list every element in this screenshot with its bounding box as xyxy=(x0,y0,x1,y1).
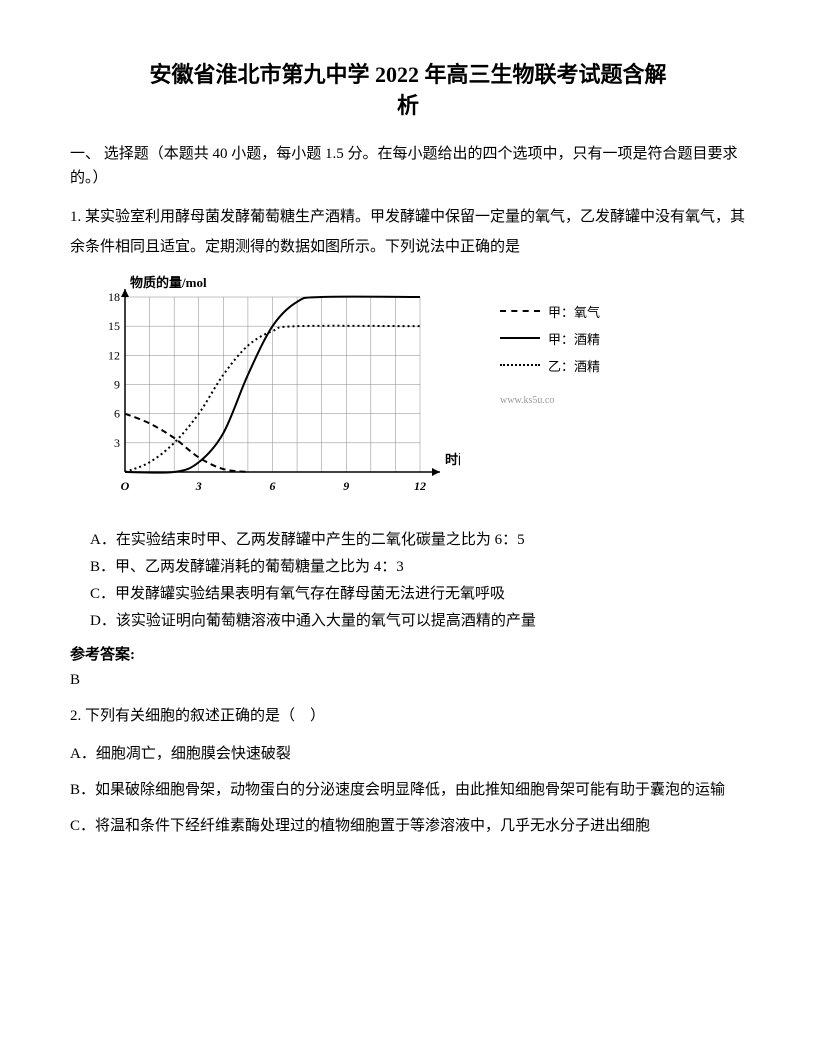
q1-answer-label: 参考答案: xyxy=(70,643,746,664)
svg-text:18: 18 xyxy=(108,290,120,304)
q2-text: 2. 下列有关细胞的叙述正确的是（ ） xyxy=(70,701,746,731)
legend-jia-oxygen: 甲：氧气 xyxy=(500,302,600,321)
svg-text:时间/h: 时间/h xyxy=(445,452,460,467)
q2-option-a: A．细胞凋亡，细胞膜会快速破裂 xyxy=(70,739,746,769)
q2-option-b: B．如果破除细胞骨架，动物蛋白的分泌速度会明显降低，由此推知细胞骨架可能有助于囊… xyxy=(70,775,746,805)
q1-options: A．在实验结束时甲、乙两发酵罐中产生的二氧化碳量之比为 6：5 B．甲、乙两发酵… xyxy=(90,527,746,635)
svg-text:6: 6 xyxy=(114,406,120,420)
section-header: 一、 选择题（本题共 40 小题，每小题 1.5 分。在每小题给出的四个选项中，… xyxy=(70,142,746,190)
svg-text:12: 12 xyxy=(414,479,426,493)
svg-text:3: 3 xyxy=(114,435,120,449)
q1-option-a: A．在实验结束时甲、乙两发酵罐中产生的二氧化碳量之比为 6：5 xyxy=(90,527,746,554)
q1-option-c: C．甲发酵罐实验结果表明有氧气存在酵母菌无法进行无氧呼吸 xyxy=(90,581,746,608)
q1-answer: B xyxy=(70,672,746,689)
svg-text:O: O xyxy=(121,479,130,493)
legend-line-dotted xyxy=(500,364,540,366)
q1-option-b: B．甲、乙两发酵罐消耗的葡萄糖量之比为 4：3 xyxy=(90,554,746,581)
svg-text:物质的量/mol: 物质的量/mol xyxy=(130,275,207,290)
document-title: 安徽省淮北市第九中学 2022 年高三生物联考试题含解 析 xyxy=(70,60,746,122)
legend-line-dashed xyxy=(500,310,540,312)
watermark: www.ks5u.co xyxy=(500,395,600,406)
title-line-1: 安徽省淮北市第九中学 2022 年高三生物联考试题含解 xyxy=(70,60,746,91)
legend-line-solid xyxy=(500,337,540,339)
legend-label-jia-alcohol: 甲：酒精 xyxy=(548,329,600,348)
q2-option-c: C．将温和条件下经纤维素酶处理过的植物细胞置于等渗溶液中，几乎无水分子进出细胞 xyxy=(70,811,746,841)
svg-text:9: 9 xyxy=(343,479,349,493)
svg-text:12: 12 xyxy=(108,348,120,362)
chart-legend: 甲：氧气 甲：酒精 乙：酒精 www.ks5u.co xyxy=(500,302,600,406)
legend-label-jia-oxygen: 甲：氧气 xyxy=(548,302,600,321)
svg-text:3: 3 xyxy=(195,479,202,493)
chart-svg: 物质的量/mol 3 6 9 12 15 18 O 3 6 9 12 时间/h xyxy=(90,272,460,522)
legend-jia-alcohol: 甲：酒精 xyxy=(500,329,600,348)
svg-text:15: 15 xyxy=(108,319,120,333)
title-line-2: 析 xyxy=(70,91,746,122)
q1-text: 1. 某实验室利用酵母菌发酵葡萄糖生产酒精。甲发酵罐中保留一定量的氧气，乙发酵罐… xyxy=(70,202,746,262)
legend-label-yi-alcohol: 乙：酒精 xyxy=(548,356,600,375)
svg-text:9: 9 xyxy=(114,377,120,391)
q1-option-d: D．该实验证明向葡萄糖溶液中通入大量的氧气可以提高酒精的产量 xyxy=(90,608,746,635)
legend-yi-alcohol: 乙：酒精 xyxy=(500,356,600,375)
chart-container: 物质的量/mol 3 6 9 12 15 18 O 3 6 9 12 时间/h 甲：氧气 甲：酒精 乙：… xyxy=(90,272,746,522)
svg-text:6: 6 xyxy=(270,479,276,493)
